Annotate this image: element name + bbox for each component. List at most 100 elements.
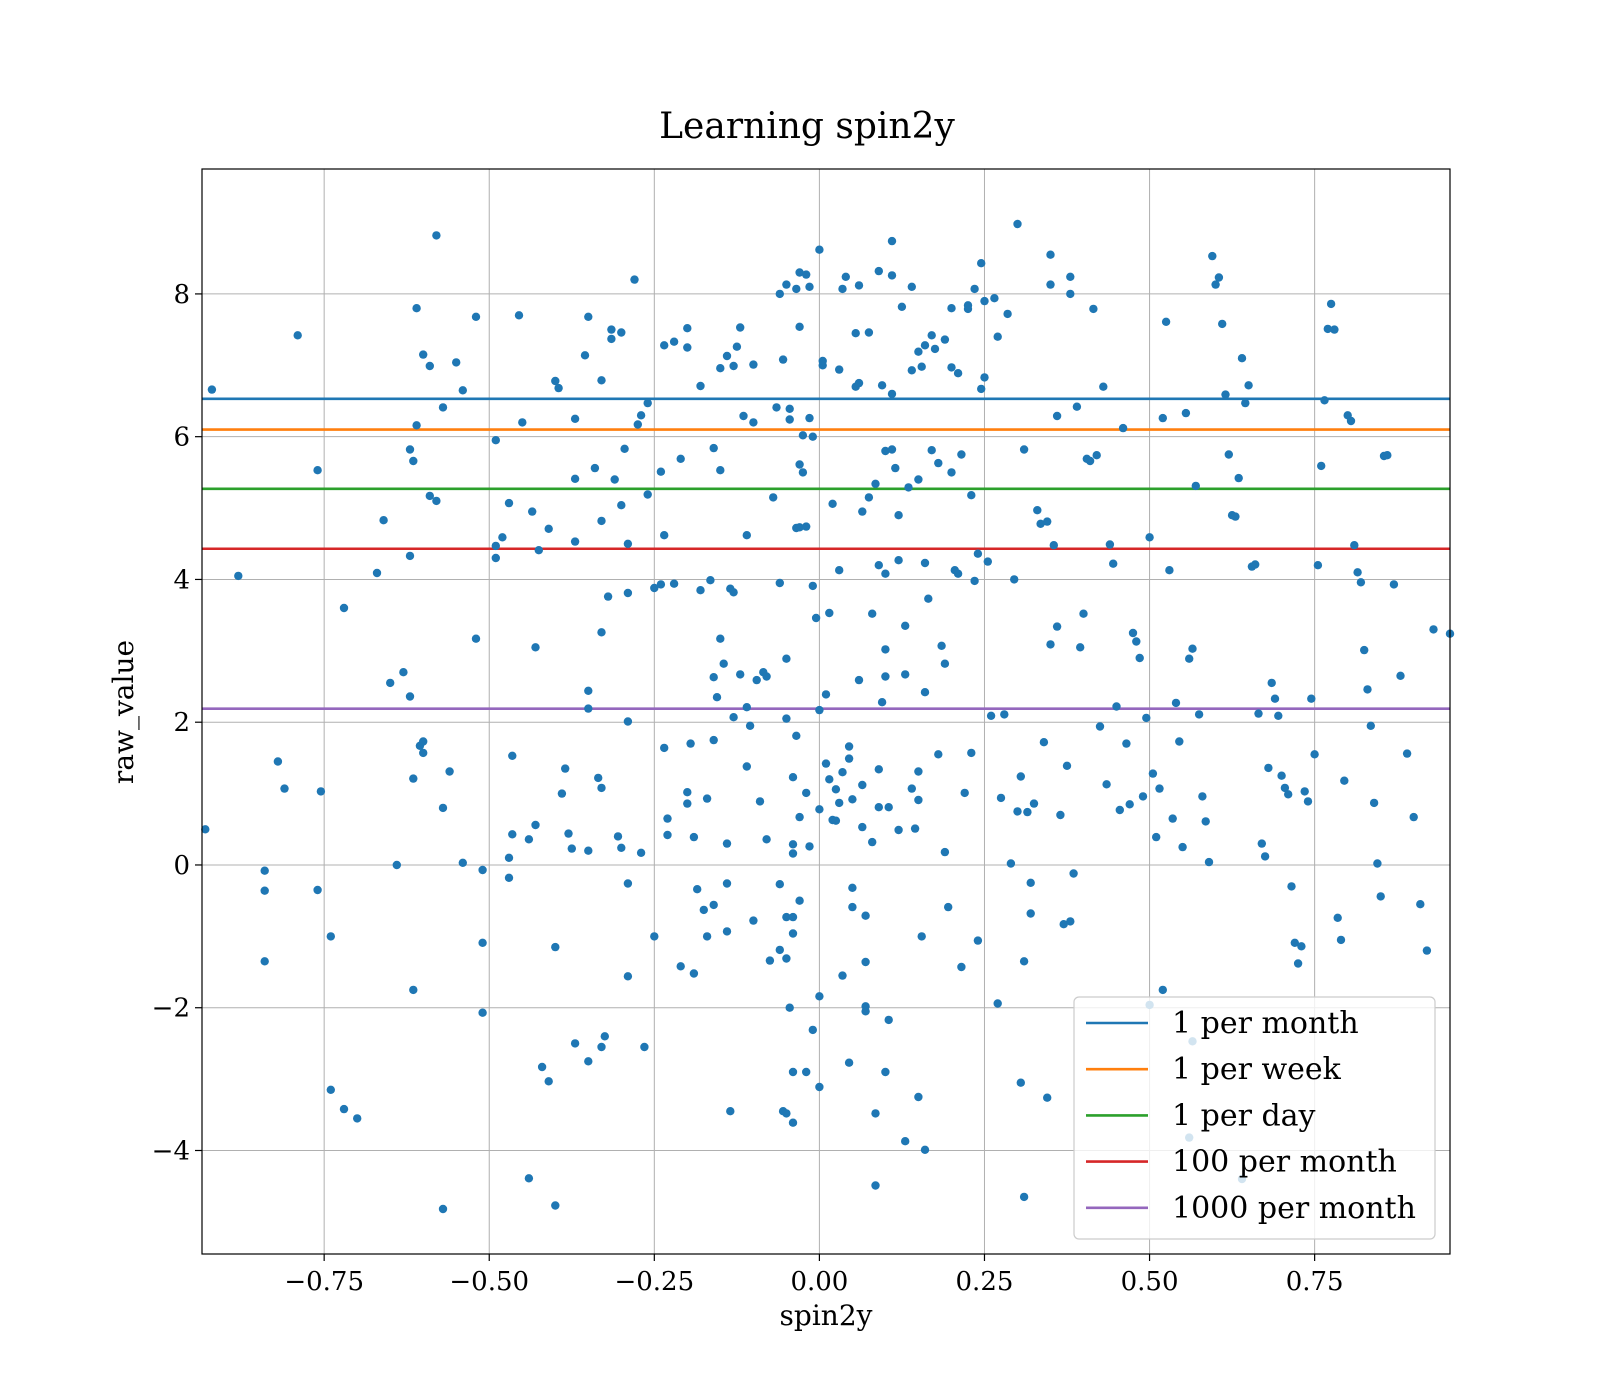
- data-point: [623, 539, 633, 548]
- data-point: [914, 767, 923, 776]
- data-point: [1036, 519, 1045, 528]
- data-point: [1079, 609, 1088, 618]
- data-point: [537, 1062, 547, 1072]
- data-point: [1052, 622, 1062, 631]
- data-point: [887, 236, 897, 246]
- data-point: [623, 972, 633, 981]
- data-point: [584, 704, 593, 713]
- data-point: [818, 356, 827, 366]
- data-point: [775, 289, 784, 299]
- legend-label: 1000 per month: [1172, 1191, 1416, 1226]
- data-point: [719, 659, 728, 668]
- data-point: [607, 334, 616, 344]
- y-tick-label: 2: [173, 708, 190, 738]
- data-point: [1287, 882, 1296, 891]
- data-point: [471, 634, 481, 643]
- data-point: [405, 692, 415, 701]
- data-point: [907, 784, 916, 793]
- data-point: [924, 594, 933, 603]
- data-point: [640, 1042, 649, 1052]
- data-point: [887, 271, 897, 280]
- data-point: [815, 705, 824, 715]
- data-point: [795, 896, 804, 905]
- data-point: [785, 404, 794, 413]
- data-point: [957, 450, 966, 459]
- data-point: [584, 312, 593, 321]
- data-point: [1363, 685, 1372, 694]
- data-point: [432, 496, 441, 506]
- data-point: [709, 443, 718, 453]
- data-point: [660, 743, 669, 753]
- data-point: [1257, 839, 1267, 848]
- data-point: [557, 789, 567, 798]
- data-point: [386, 678, 395, 688]
- data-point: [584, 846, 593, 855]
- data-point: [504, 498, 514, 508]
- data-point: [828, 499, 837, 508]
- data-point: [986, 711, 996, 720]
- data-point: [927, 331, 936, 340]
- data-point: [1293, 959, 1303, 968]
- data-point: [901, 1137, 910, 1146]
- data-point: [1019, 1192, 1029, 1202]
- x-tick-label: 0.00: [790, 1267, 848, 1297]
- data-point: [353, 1114, 362, 1123]
- data-point: [554, 383, 563, 393]
- data-point: [996, 793, 1006, 803]
- data-point: [504, 873, 514, 882]
- data-point: [590, 463, 600, 473]
- data-point: [802, 522, 811, 531]
- data-point: [884, 803, 893, 812]
- data-point: [534, 546, 543, 555]
- data-point: [1356, 578, 1366, 587]
- data-point: [848, 795, 857, 804]
- data-point: [551, 942, 560, 952]
- data-point: [815, 1082, 824, 1092]
- data-point: [438, 803, 448, 813]
- data-point: [844, 742, 854, 751]
- data-point: [508, 751, 517, 760]
- data-point: [795, 523, 804, 532]
- data-point: [848, 883, 857, 892]
- data-point: [1277, 771, 1286, 780]
- data-point: [957, 962, 966, 972]
- y-tick-label: 6: [173, 423, 190, 453]
- data-point: [1310, 750, 1319, 759]
- data-point: [881, 1067, 890, 1077]
- data-point: [871, 1181, 880, 1190]
- data-point: [1052, 411, 1062, 421]
- data-point: [887, 389, 897, 399]
- data-point: [660, 531, 669, 540]
- data-point: [736, 670, 745, 679]
- data-point: [663, 814, 672, 823]
- data-point: [722, 879, 732, 888]
- data-point: [1402, 749, 1412, 758]
- data-point: [610, 475, 619, 484]
- legend: 1 per month 1 per week 1 per day 100 per mo…: [1073, 996, 1436, 1240]
- data-point: [260, 886, 269, 895]
- y-tick-label: −2: [152, 994, 190, 1024]
- data-point: [782, 912, 791, 922]
- data-point: [201, 825, 210, 834]
- data-point: [729, 361, 738, 371]
- data-point: [273, 757, 283, 766]
- data-point: [683, 788, 692, 797]
- data-point: [1138, 792, 1148, 801]
- data-point: [636, 848, 646, 857]
- data-point: [409, 774, 418, 783]
- data-point: [597, 376, 606, 385]
- data-point: [745, 721, 755, 730]
- data-point: [1320, 396, 1329, 405]
- data-point: [722, 351, 732, 361]
- data-point: [788, 840, 798, 849]
- data-point: [689, 832, 699, 842]
- data-point: [1244, 381, 1253, 390]
- data-point: [1019, 445, 1029, 454]
- data-point: [739, 411, 748, 421]
- data-point: [831, 785, 841, 794]
- data-point: [811, 613, 821, 623]
- data-point: [1317, 461, 1326, 471]
- data-point: [861, 957, 870, 967]
- data-point: [584, 1057, 593, 1066]
- data-point: [419, 737, 428, 746]
